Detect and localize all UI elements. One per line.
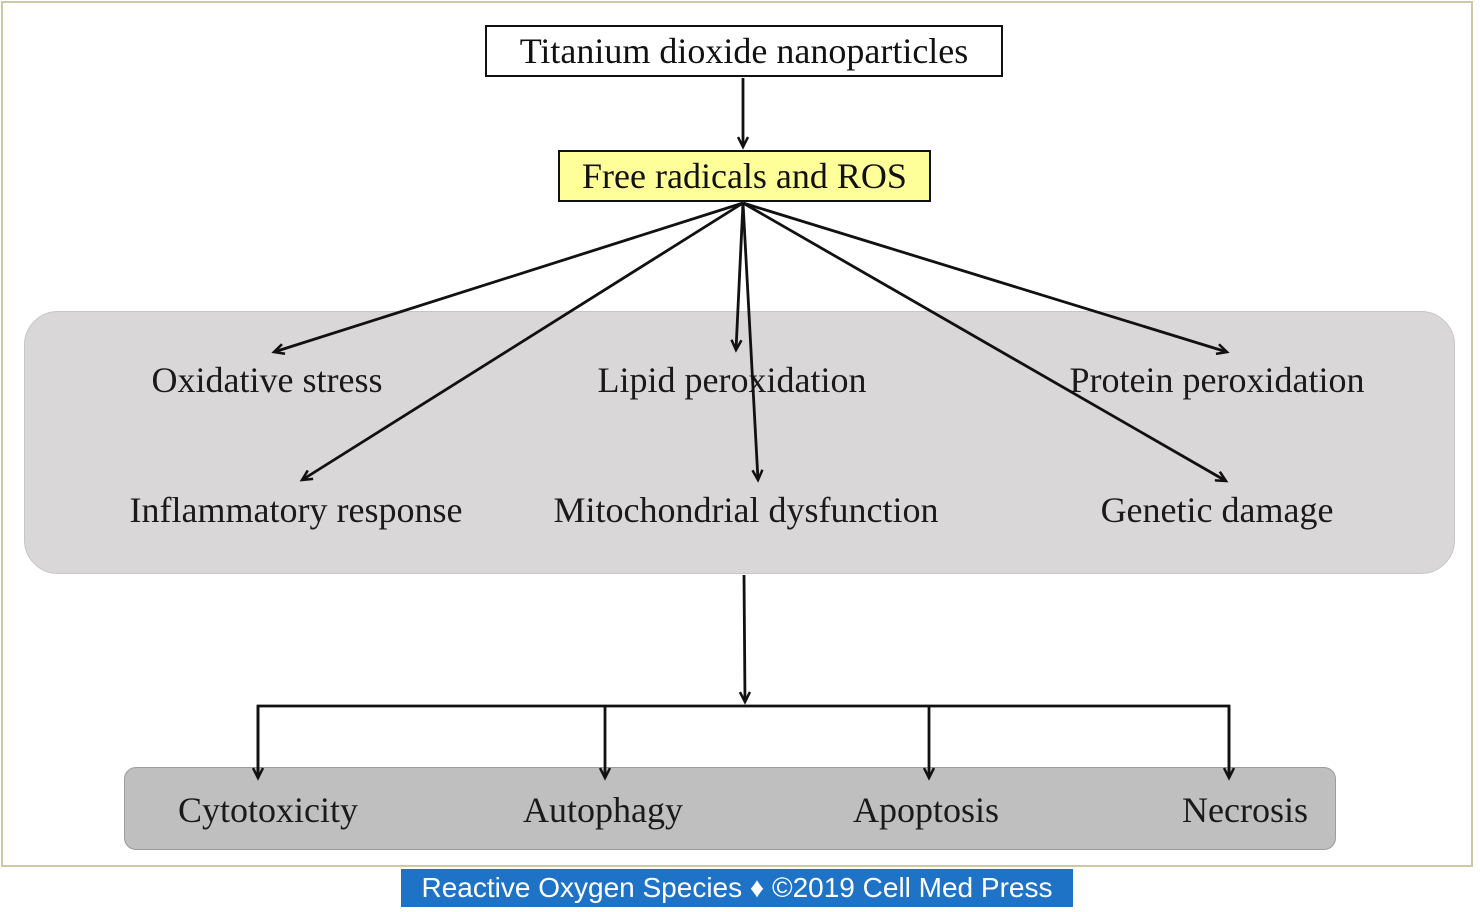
effect-mitochondrial-dysfunction: Mitochondrial dysfunction — [553, 490, 939, 530]
effect-oxidative-stress: Oxidative stress — [151, 360, 383, 400]
source-node: Titanium dioxide nanoparticles — [485, 25, 1003, 77]
arrow-to-lipid-peroxidation — [736, 202, 745, 350]
effect-lipid-peroxidation: Lipid peroxidation — [597, 360, 867, 400]
caption-bar: Reactive Oxygen Species ♦ ©2019 Cell Med… — [401, 869, 1073, 907]
branch-bar — [256, 704, 1231, 778]
effect-inflammatory-response: Inflammatory response — [129, 490, 463, 530]
arrow-to-mitochondrial-dysfunction — [741, 202, 758, 480]
arrow-to-oxidative-stress — [274, 201, 744, 352]
arrow-to-inflammatory-response — [302, 201, 744, 480]
outcome-cytotoxicity: Cytotoxicity — [178, 790, 358, 830]
arrow-panel-to-branch — [744, 574, 745, 702]
outcomes-panel — [124, 767, 1336, 850]
arrow-to-genetic-damage — [742, 201, 1226, 481]
effect-protein-peroxidation: Protein peroxidation — [1069, 360, 1365, 400]
outcome-necrosis: Necrosis — [1182, 790, 1308, 830]
effect-genetic-damage: Genetic damage — [1100, 490, 1334, 530]
arrow-to-protein-peroxidation — [742, 201, 1227, 352]
outcome-apoptosis: Apoptosis — [852, 790, 1000, 830]
outcome-autophagy: Autophagy — [523, 790, 683, 830]
ros-node: Free radicals and ROS — [558, 150, 931, 202]
